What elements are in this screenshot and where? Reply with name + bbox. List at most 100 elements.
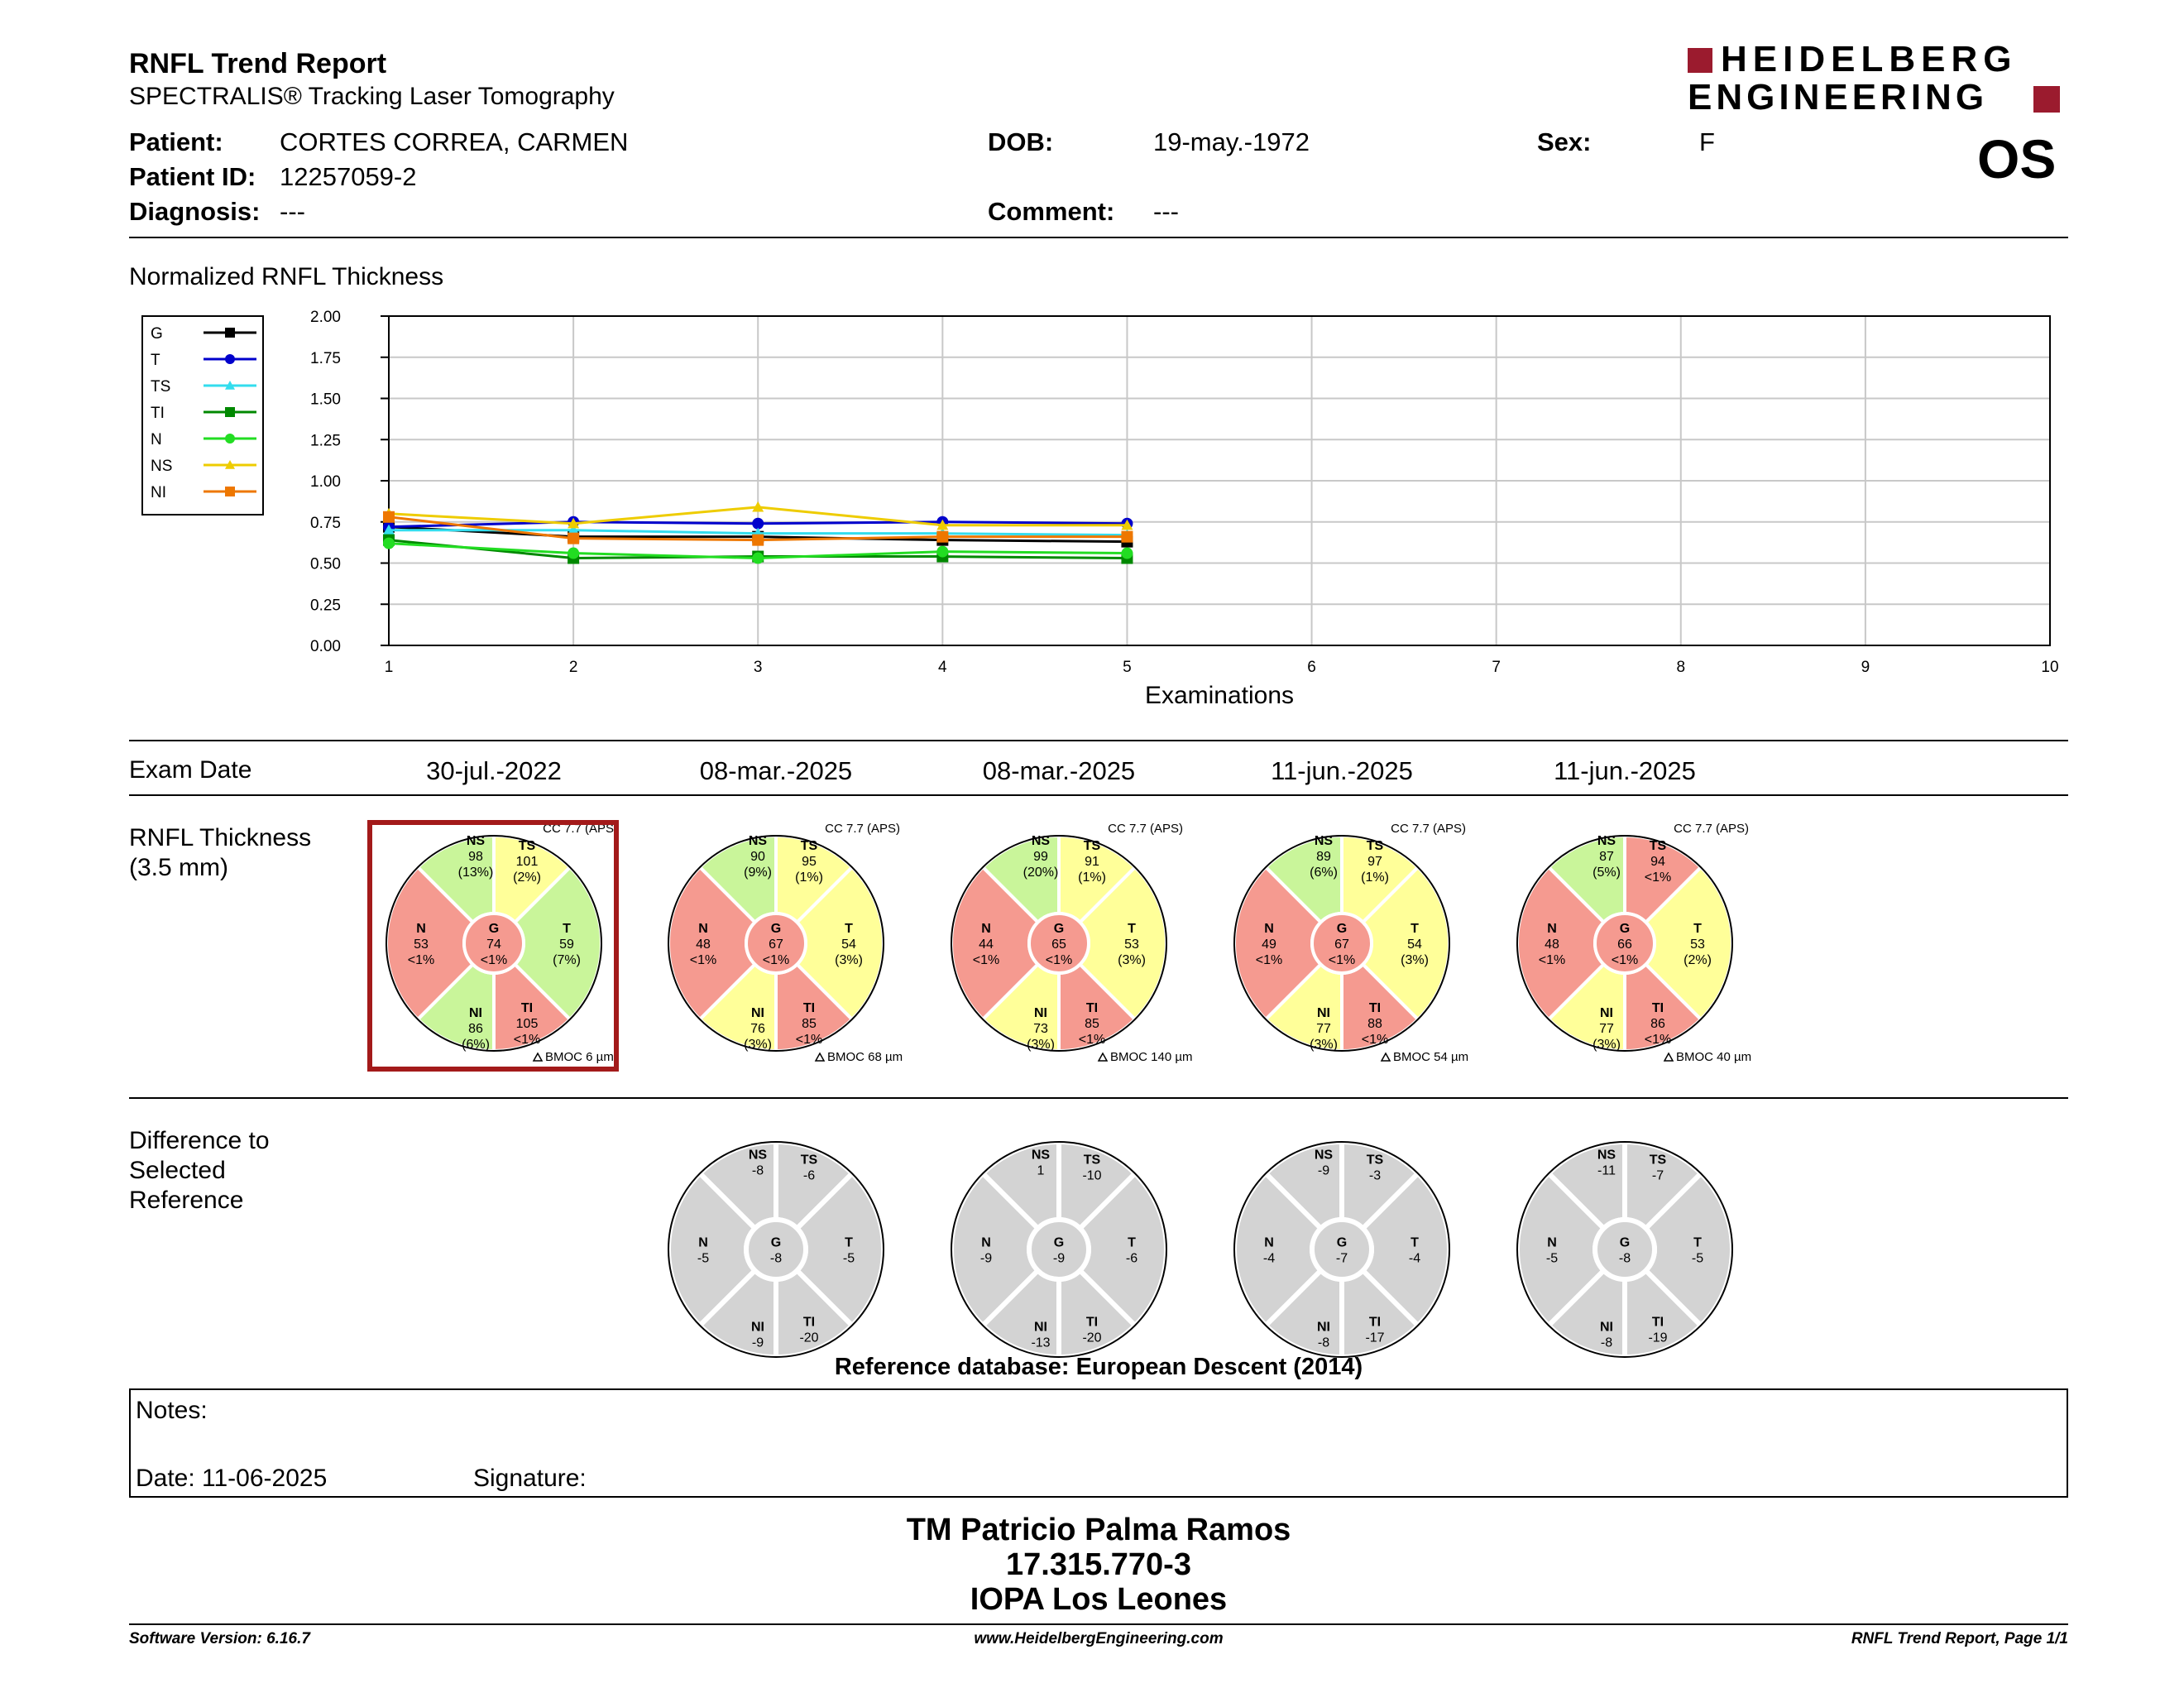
bmoc-label: BMOC 54 µm [1393,1050,1468,1064]
difference-label: Selected [129,1157,226,1184]
data-point [225,381,235,390]
y-tick-label: 1.25 [310,432,341,449]
sector-value: <1% [1645,870,1671,885]
sector-value: 90 [750,850,765,864]
delta-icon [814,1052,826,1062]
sector-label: T [1693,1236,1702,1250]
sector-value: <1% [1362,1033,1388,1047]
sector-label: TS [1650,839,1667,853]
sector-label: G [1337,1236,1347,1250]
notes-date: Date: 11-06-2025 [136,1465,328,1492]
sector-label: NI [469,1006,482,1020]
sector-label: N [416,922,426,936]
sector-value: <1% [1612,953,1638,967]
sector-value: 86 [468,1022,483,1036]
exam-date-label: Exam Date [129,756,252,784]
circle-outline [1516,1141,1733,1358]
sector-label: N [698,1236,708,1250]
sector-value: -20 [799,1331,818,1345]
data-point [752,534,764,546]
sector-value: (2%) [1684,953,1712,967]
y-tick-label: 0.50 [310,556,341,573]
sector-value: <1% [796,1033,822,1047]
sector-label: N [981,922,991,936]
sector-g [1027,1217,1091,1282]
diagnosis-label: Diagnosis: [129,197,261,226]
sector-value: <1% [973,953,999,967]
y-tick-label: 0.75 [310,515,341,532]
page-number: RNFL Trend Report, Page 1/1 [1851,1630,2068,1647]
difference-circle: T-5TS-7NS-11N-5NI-8TI-19G-8 [1515,1139,1735,1360]
sector-label: TS [1367,1153,1384,1168]
sector-label: G [1620,922,1630,936]
data-point [936,545,949,558]
data-point [752,552,764,564]
sector-value: -13 [1031,1336,1050,1350]
sector-label: NI [1317,1006,1330,1020]
y-tick-label: 0.00 [310,638,341,655]
thickness-circle: T53(3%)TS91(1%)NS99(20%)N44<1%NI73(3%)TI… [950,822,1193,1064]
sector-value: -8 [752,1164,764,1178]
website-link[interactable]: www.HeidelbergEngineering.com [974,1630,1224,1647]
legend-label: N [151,431,162,448]
sector-label: TS [1367,839,1384,853]
sector-label: NI [1600,1006,1613,1020]
sector-value: (2%) [513,870,541,885]
data-point [225,354,235,364]
sector-value: (3%) [1027,1038,1055,1052]
sector-value: 94 [1650,855,1665,869]
sector-value: (6%) [462,1038,490,1052]
sector-value: 77 [1316,1022,1331,1036]
sector-label: TS [1084,1153,1101,1168]
data-point [568,524,580,535]
sector-value: -8 [1318,1336,1329,1350]
sector-label: NS [1597,834,1616,848]
signature-label: Signature: [473,1465,587,1492]
sector-value: 101 [516,855,539,869]
data-point [936,519,949,530]
sector-label: NI [1317,1321,1330,1335]
sector-value: -8 [1619,1252,1631,1266]
sector-value: 85 [802,1017,817,1031]
sector-label: TI [1086,1001,1098,1015]
sector-label: TI [803,1001,815,1015]
exam-date: 11-jun.-2025 [1554,756,1696,785]
thickness-circle: T54(3%)TS97(1%)NS89(6%)N49<1%NI77(3%)TI8… [1233,822,1468,1064]
sector-value: -5 [1546,1252,1558,1266]
sector-label: NS [749,1149,768,1163]
sector-label: T [1128,1236,1136,1250]
data-point [568,547,580,559]
legend-label: TS [151,378,170,396]
exam-date: 08-mar.-2025 [982,756,1136,785]
sector-label: G [1620,1236,1630,1250]
sector-label: NI [1034,1006,1047,1020]
sector-value: 1 [1037,1164,1045,1178]
data-point [568,532,580,544]
sector-label: TI [1652,1316,1664,1330]
legend-label: TI [151,405,165,422]
sector-g [1593,912,1656,975]
cc-label: CC 7.7 (APS) [1674,822,1749,836]
y-tick-label: 1.00 [310,473,341,491]
sector-label: G [771,922,781,936]
sector-value: -11 [1597,1164,1616,1178]
sector-g [462,912,525,975]
sector-label: NS [1597,1149,1616,1163]
data-point [1121,530,1133,543]
sector-label: N [1264,1236,1274,1250]
sector-label: NS [1032,834,1051,848]
sector-label: TI [1369,1001,1381,1015]
sector-value: (3%) [1118,953,1146,967]
sector-label: TS [801,839,818,853]
difference-circle: T-5TS-6NS-8N-5NI-9TI-20G-8 [666,1139,886,1360]
difference-circle: T -4 TS-3 NS-9 N -4 NI-8 TI-17 G -7 [1232,1139,1452,1360]
sector-label: T [845,1236,853,1250]
sector-label: TI [521,1001,533,1015]
sector-value: (7%) [553,953,581,967]
data-point [225,407,235,417]
sector-value: 48 [696,938,711,952]
sector-label: TS [801,1153,818,1168]
sector-value: -19 [1648,1331,1667,1345]
sector-value: (1%) [1078,870,1106,885]
x-tick-label: 2 [569,659,578,676]
